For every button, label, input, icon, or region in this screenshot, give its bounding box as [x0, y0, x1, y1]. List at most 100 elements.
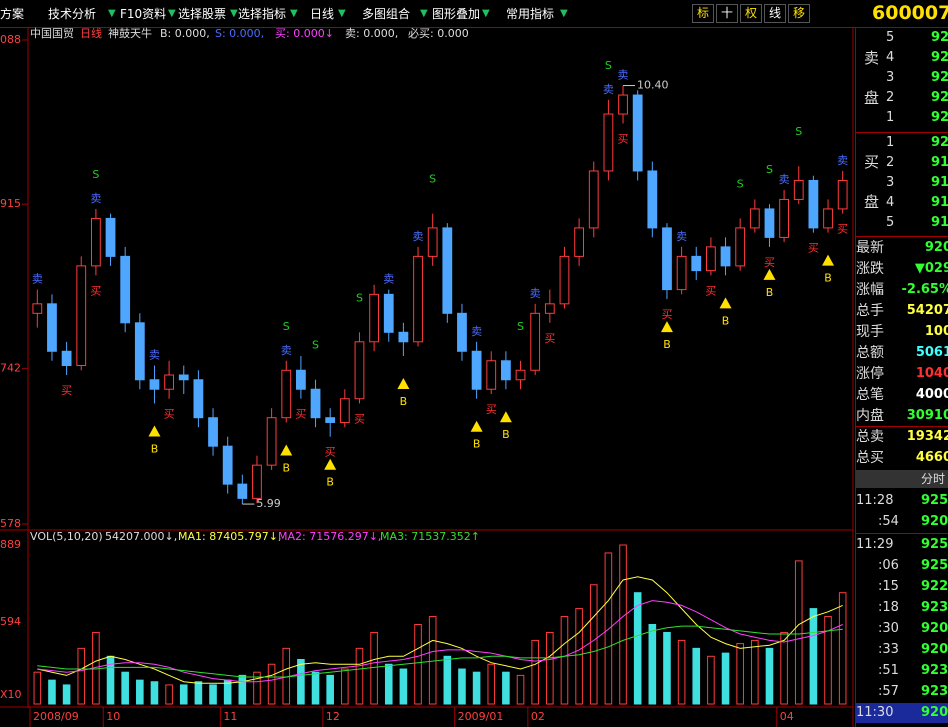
volume-bar [736, 643, 744, 705]
candle-body [808, 179, 819, 229]
signal-s: S [795, 125, 802, 138]
menu-button[interactable]: 选择指标 [238, 7, 287, 21]
signal-b: B [400, 395, 408, 408]
candle-body [296, 369, 306, 390]
volume-ma [37, 625, 843, 678]
price-note: 10.40 [637, 79, 669, 92]
trade-price: 922 [921, 579, 948, 594]
signal-triangle [822, 254, 835, 266]
dropdown-arrow: ▼ [230, 8, 238, 19]
stat-label: 总手 [856, 303, 884, 319]
signal-s: S [312, 339, 319, 352]
candle-body [823, 208, 833, 229]
candle-body [134, 322, 145, 381]
candle-body [252, 464, 262, 499]
signal-s: S [517, 320, 524, 333]
dropdown-arrow: ▼ [420, 8, 428, 19]
candle-body [339, 398, 350, 423]
candle-body [120, 255, 131, 324]
candle-body [471, 350, 482, 390]
signal-buy: 买 [61, 384, 72, 397]
signal-triangle [470, 420, 483, 432]
volume-info: MA2: 71576.297↓, [278, 530, 381, 543]
toolbar: 方案 技术分析 ▼ F10资料 ▼ 选择股票 ▼ 选择指标 ▼ 日线 ▼ 多图组合 ▼ 图形叠加 ▼ 常用指标… [0, 0, 948, 28]
stat-label: 总额 [856, 345, 884, 361]
sell-label: 卖 [864, 49, 880, 67]
stat-value: ▼029 [914, 261, 948, 276]
candle-body [559, 255, 570, 305]
candle-body [149, 379, 160, 390]
menu-button[interactable]: F10资料 [120, 7, 167, 21]
menu-button[interactable]: 日线 [310, 7, 335, 21]
signal-buy: 买 [837, 223, 848, 236]
candle-body [354, 341, 365, 400]
level: 3 [886, 70, 895, 85]
indicator-info: 中国国贸 [30, 27, 74, 40]
candle-body [735, 227, 746, 267]
volume-bar [560, 616, 569, 705]
menu-button[interactable]: 图形叠加 [432, 7, 481, 21]
signal-sell: 卖 [281, 344, 292, 357]
tab-header[interactable]: 分时 [856, 470, 948, 488]
y-tick-label: 088 [0, 33, 21, 46]
volume-bar [648, 624, 657, 705]
candle-body [61, 350, 72, 367]
stat-label: 总笔 [856, 387, 884, 403]
tool-button[interactable]: 标 [692, 4, 714, 23]
volume-bar [721, 652, 730, 705]
menu-button[interactable]: 选择股票 [178, 7, 227, 21]
trade-price: 925 [921, 537, 948, 552]
buy-label: 盘 [864, 193, 880, 211]
volume-bar [355, 647, 364, 705]
signal-sell: 卖 [471, 325, 482, 338]
volume-bar [692, 647, 701, 705]
level-price: 924 [931, 90, 948, 105]
volume-ma [37, 576, 843, 684]
level: 4 [886, 50, 895, 65]
candle-body [237, 483, 248, 499]
level: 2 [886, 90, 895, 105]
volume-bar [443, 655, 452, 705]
signal-b: B [766, 286, 774, 299]
candle-body [588, 170, 599, 229]
dropdown-arrow: ▼ [108, 8, 116, 19]
stat-label: 现手 [856, 324, 884, 340]
menu-button[interactable]: 多图组合 [362, 7, 411, 21]
tool-button[interactable]: 线 [764, 4, 786, 23]
volume-bar [502, 671, 510, 705]
dropdown-arrow: ▼ [168, 8, 176, 19]
level: 5 [886, 30, 895, 45]
candle-body [706, 246, 716, 272]
y-tick-label: 578 [0, 517, 21, 530]
tool-button[interactable]: 移 [788, 4, 810, 23]
signal-buy: 买 [486, 403, 497, 416]
stat-value: 54207 [906, 303, 948, 318]
dropdown-arrow: ▼ [338, 8, 346, 19]
separator [856, 236, 948, 237]
menu-button[interactable]: 常用指标 [506, 7, 555, 21]
signal-b: B [151, 442, 159, 455]
separator [856, 132, 948, 133]
signal-b: B [326, 476, 334, 489]
candle-body [413, 255, 423, 343]
volume-info: 54207.000↓, [105, 530, 177, 543]
level-price: 923 [931, 110, 948, 125]
candle-body [779, 198, 790, 238]
signal-sell: 卖 [837, 154, 848, 167]
tool-button[interactable]: 权 [740, 4, 762, 23]
indicator-info: 日线 [80, 26, 102, 40]
stat-value: 5061 [915, 345, 948, 360]
trade-time: 11:29 [856, 537, 894, 552]
trade-price: 920 [921, 642, 948, 657]
tool-button[interactable]: 十 [716, 4, 738, 23]
candle-body [442, 227, 453, 314]
candle-body [457, 312, 467, 352]
menu-button[interactable]: 方案 [0, 7, 25, 21]
date-label: 04 [780, 710, 794, 723]
menu-button[interactable]: 技术分析 [48, 7, 97, 21]
date-label: 2008/09 [33, 710, 79, 723]
candle-body [178, 374, 189, 381]
candle-body [47, 303, 57, 352]
candle-body [618, 94, 628, 115]
